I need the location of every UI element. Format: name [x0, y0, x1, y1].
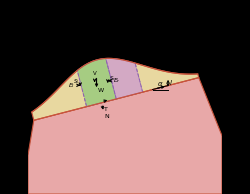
Polygon shape	[77, 58, 116, 107]
Polygon shape	[32, 58, 199, 120]
Text: $S_l$: $S_l$	[73, 77, 79, 86]
Text: l: l	[170, 80, 172, 86]
Text: $E_l$: $E_l$	[68, 81, 75, 90]
Text: T: T	[104, 107, 108, 112]
Polygon shape	[106, 58, 143, 99]
Text: N: N	[105, 114, 110, 120]
Text: $\alpha$: $\alpha$	[157, 80, 163, 88]
Text: $E_r$: $E_r$	[114, 76, 122, 85]
Polygon shape	[28, 78, 222, 194]
Text: W: W	[97, 88, 103, 93]
Text: V: V	[92, 71, 96, 76]
Text: $S_r$: $S_r$	[108, 74, 116, 83]
